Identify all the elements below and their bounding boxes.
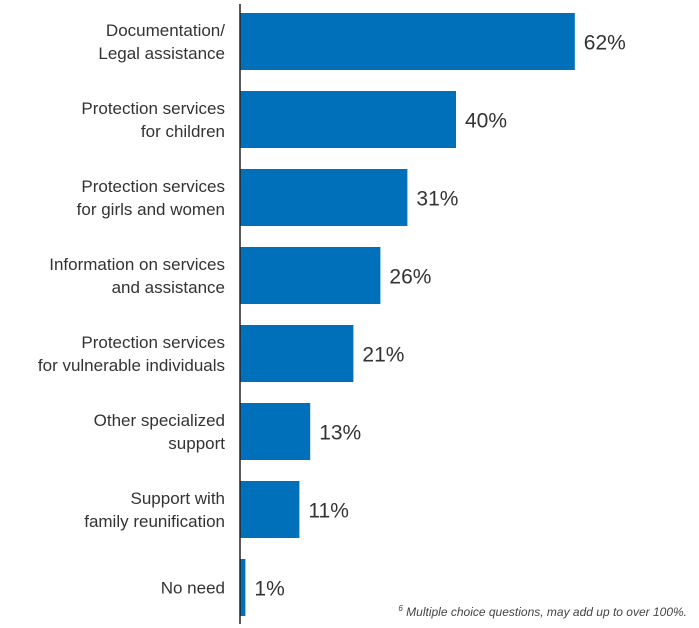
category-label-line: Protection services (81, 99, 225, 118)
footnote-marker: 6 (398, 604, 403, 613)
bar (240, 325, 354, 382)
bar (240, 559, 246, 616)
value-label: 11% (308, 500, 348, 523)
value-label: 1% (254, 578, 284, 601)
category-label: No need (161, 579, 225, 598)
category-label: Documentation/Legal assistance (98, 21, 225, 63)
category-label-line: Documentation/ (106, 21, 225, 40)
category-label-line: Protection services (81, 333, 225, 352)
category-label: Protection services for girls and women (77, 177, 225, 219)
value-label: 26% (389, 266, 431, 289)
category-label-line: No need (161, 579, 225, 598)
category-label: Support with family reunification (84, 489, 225, 531)
footnote: 6 Multiple choice questions, may add up … (398, 604, 687, 619)
category-label: Information on services and assistance (49, 255, 225, 297)
category-label-line: Support with (131, 489, 226, 508)
value-label: 62% (584, 32, 626, 55)
category-label-line: Other specialized (94, 411, 225, 430)
category-label-line: support (168, 434, 225, 453)
category-label: Protection services for vulnerable indivi… (38, 333, 225, 375)
value-label: 13% (319, 422, 361, 445)
bar (240, 403, 311, 460)
bar (240, 13, 575, 70)
category-label: Other specialized support (94, 411, 226, 453)
footnote-text: Multiple choice questions, may add up to… (402, 605, 687, 619)
category-label-line: family reunification (84, 512, 225, 531)
value-label: 40% (465, 110, 507, 133)
value-label: 21% (362, 344, 404, 367)
category-label-line: for vulnerable individuals (38, 356, 225, 375)
category-label-line: and assistance (112, 278, 225, 297)
category-label-line: Information on services (49, 255, 225, 274)
bar (240, 169, 408, 226)
category-label-line: Protection services (81, 177, 225, 196)
value-label: 31% (416, 188, 458, 211)
bar (240, 247, 381, 304)
category-label: Protection services for children (81, 99, 225, 141)
category-label-line: for girls and women (77, 200, 225, 219)
bar (240, 481, 300, 538)
category-label-line: for children (141, 122, 225, 141)
category-label-line: Legal assistance (98, 44, 225, 63)
bar (240, 91, 456, 148)
